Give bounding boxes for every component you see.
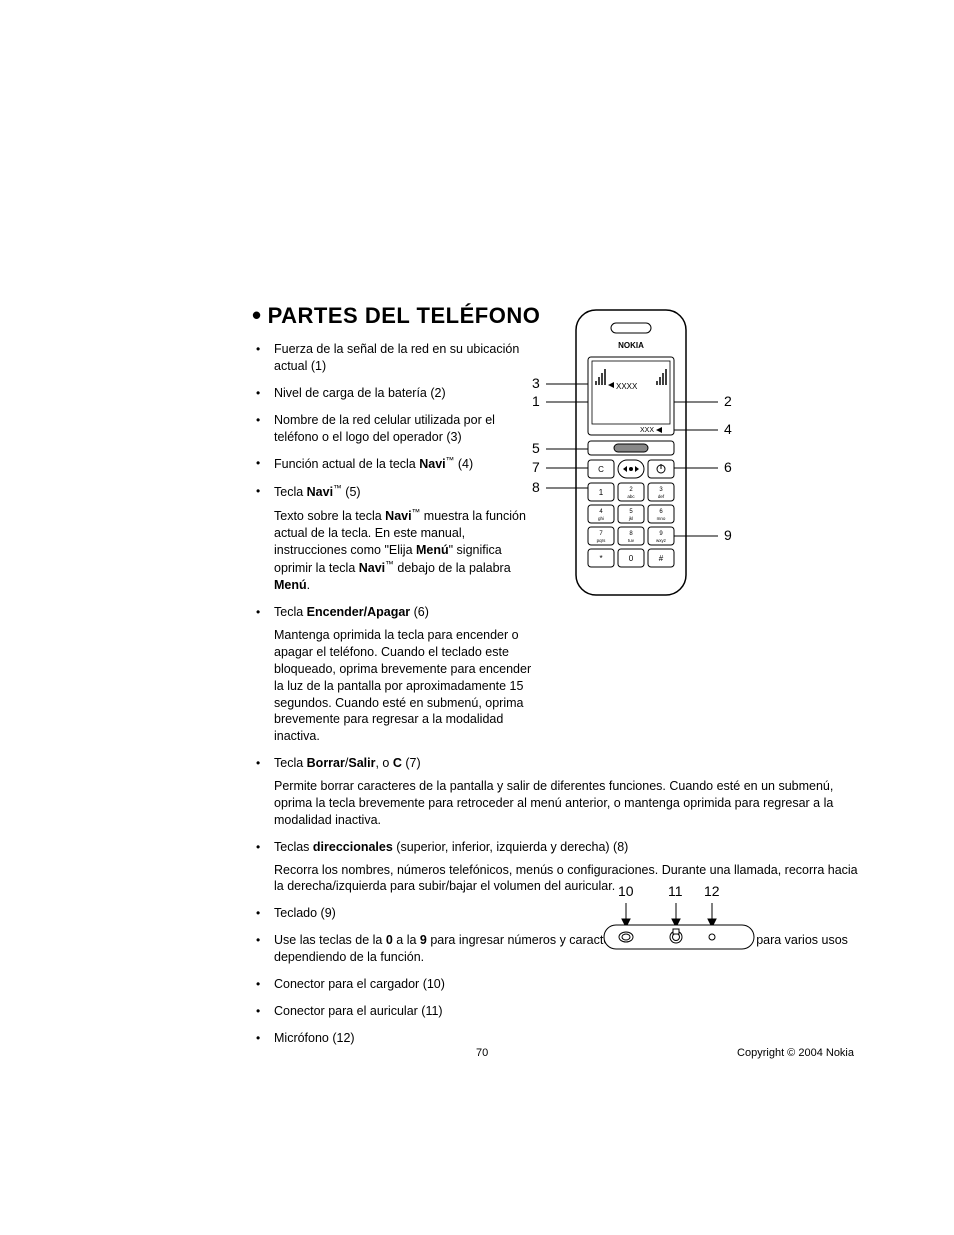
svg-text:def: def [658,494,665,499]
callout-10: 10 [618,883,634,899]
svg-text:jkl: jkl [628,516,633,521]
bullet-body: Texto sobre la tecla Navi™ muestra la fu… [274,507,539,594]
bullet-head: Fuerza de la señal de la red en su ubica… [274,341,539,375]
svg-text:1: 1 [599,488,604,497]
bullet-head: Nombre de la red celular utilizada por e… [274,412,539,446]
svg-text:XXX: XXX [640,427,654,434]
svg-text:tuv: tuv [628,538,635,543]
svg-text:ghi: ghi [598,516,604,521]
bullet-item: Conector para el auricular (11) [252,1003,859,1020]
callout-11: 11 [668,883,683,899]
bullet-head: Función actual de la tecla Navi™ (4) [274,455,539,473]
bullet-body: Permite borrar caracteres de la pantalla… [274,778,859,829]
bullet-head: Teclas direccionales (superior, inferior… [274,839,859,856]
page-number: 70 [476,1047,488,1059]
callout-8: 8 [532,479,540,495]
bullet-head: Tecla Encender/Apagar (6) [274,604,539,621]
callout-7: 7 [532,459,540,475]
bullet-head: Teclado (9) [274,905,859,922]
svg-text:NOKIA: NOKIA [618,341,644,350]
title-text: PARTES DEL TELÉFONO [268,303,541,328]
svg-text:C: C [598,465,604,474]
bullet-head: Tecla Navi™ (5) [274,483,539,501]
bullet-body: Recorra los nombres, números telefónicos… [274,862,859,896]
svg-text:mno: mno [657,516,666,521]
bullet-head: Tecla Borrar/Salir, o C (7) [274,755,859,772]
bullet-head: Nivel de carga de la batería (2) [274,385,539,402]
bullet-item: Tecla Borrar/Salir, o C (7) Permite borra… [252,755,859,829]
callout-4: 4 [724,421,732,437]
callout-5: 5 [532,440,540,456]
phone-diagram: NOKIA XXXX XXX [536,305,736,605]
callout-3: 3 [532,375,540,391]
copyright: Copyright © 2004 Nokia [737,1047,854,1059]
bullet-head: Micrófono (12) [274,1030,859,1047]
svg-text:wxyz: wxyz [656,538,667,543]
svg-text:XXXX: XXXX [616,382,638,391]
callout-6: 6 [724,459,732,475]
svg-text:abc: abc [627,494,635,499]
bullet-head: Conector para el auricular (11) [274,1003,859,1020]
callout-1: 1 [532,393,540,409]
svg-text:#: # [659,554,664,563]
callout-2: 2 [724,393,732,409]
bullet-item: Conector para el cargador (10) [252,976,859,993]
svg-text:*: * [599,554,602,563]
svg-text:0: 0 [629,554,634,563]
callout-12: 12 [704,883,720,899]
bullet-item: Tecla Encender/Apagar (6) Mantenga oprimi… [252,604,859,745]
svg-text:pqrs: pqrs [597,538,607,543]
bullet-item: Micrófono (12) [252,1030,859,1047]
bullet-head: Conector para el cargador (10) [274,976,859,993]
callout-9: 9 [724,527,732,543]
bullet-body: Mantenga oprimida la tecla para encender… [274,627,539,745]
bottom-connectors-diagram: 10 11 12 [600,885,770,965]
bullet-head: Use las teclas de la 0 a la 9 para ingre… [274,932,859,966]
